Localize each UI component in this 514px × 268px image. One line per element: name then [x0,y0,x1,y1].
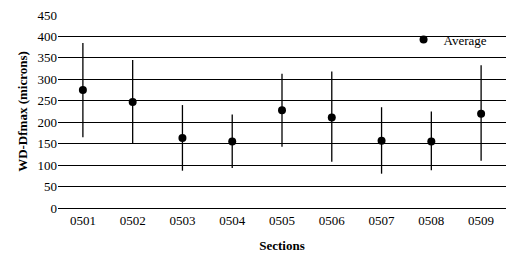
svg-text:0509: 0509 [468,213,494,228]
svg-text:0503: 0503 [169,213,195,228]
svg-text:450: 450 [38,8,58,23]
svg-text:Sections: Sections [259,238,305,253]
svg-text:400: 400 [38,29,58,44]
svg-text:0501: 0501 [70,213,96,228]
svg-text:250: 250 [38,93,58,108]
svg-text:0508: 0508 [418,213,444,228]
svg-text:0502: 0502 [120,213,146,228]
svg-text:0507: 0507 [369,213,396,228]
svg-text:150: 150 [38,136,58,151]
svg-text:200: 200 [38,115,58,130]
svg-text:0506: 0506 [319,213,346,228]
svg-text:100: 100 [38,158,58,173]
svg-text:Average: Average [444,33,487,48]
svg-text:50: 50 [44,179,57,194]
svg-text:350: 350 [38,50,58,65]
svg-text:WD-Dfmax (microns): WD-Dfmax (microns) [15,51,30,172]
svg-text:0504: 0504 [219,213,246,228]
svg-text:0: 0 [51,201,58,216]
svg-text:300: 300 [38,72,58,87]
svg-text:0505: 0505 [269,213,295,228]
